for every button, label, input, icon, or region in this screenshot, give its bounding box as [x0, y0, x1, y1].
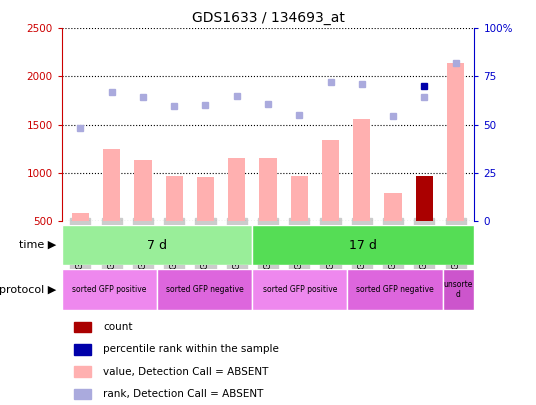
Text: value, Detection Call = ABSENT: value, Detection Call = ABSENT	[103, 367, 269, 377]
Text: sorted GFP negative: sorted GFP negative	[166, 285, 243, 294]
Bar	[103, 149, 120, 221]
Text: sorted GFP negative: sorted GFP negative	[356, 285, 434, 294]
Title: GDS1633 / 134693_at: GDS1633 / 134693_at	[191, 11, 345, 25]
Text: 7 d: 7 d	[147, 239, 167, 252]
Text: 17 d: 17 d	[349, 239, 377, 252]
Bar	[166, 177, 183, 221]
Bar	[252, 225, 474, 265]
Text: time ▶: time ▶	[19, 240, 56, 250]
Bar	[252, 269, 347, 310]
Bar	[197, 177, 214, 221]
Text: sorted GFP positive: sorted GFP positive	[72, 285, 146, 294]
Bar	[74, 322, 91, 333]
Bar	[74, 388, 91, 399]
Bar	[135, 160, 152, 221]
Bar	[353, 119, 370, 221]
Bar	[291, 177, 308, 221]
Bar	[62, 225, 252, 265]
Text: unsorte
d: unsorte d	[444, 280, 473, 299]
Bar	[347, 269, 443, 310]
Bar	[74, 366, 91, 377]
Bar	[74, 344, 91, 355]
Text: protocol ▶: protocol ▶	[0, 285, 56, 294]
Bar	[384, 193, 401, 221]
Bar	[447, 63, 464, 221]
Text: rank, Detection Call = ABSENT: rank, Detection Call = ABSENT	[103, 389, 263, 399]
Text: percentile rank within the sample: percentile rank within the sample	[103, 344, 279, 354]
Bar	[443, 269, 474, 310]
Bar	[72, 213, 89, 221]
Bar	[259, 158, 277, 221]
Bar	[157, 269, 252, 310]
Bar	[228, 158, 245, 221]
Text: count: count	[103, 322, 132, 332]
Bar	[416, 177, 433, 221]
Text: sorted GFP positive: sorted GFP positive	[263, 285, 337, 294]
Bar	[62, 269, 157, 310]
Bar	[322, 140, 339, 221]
